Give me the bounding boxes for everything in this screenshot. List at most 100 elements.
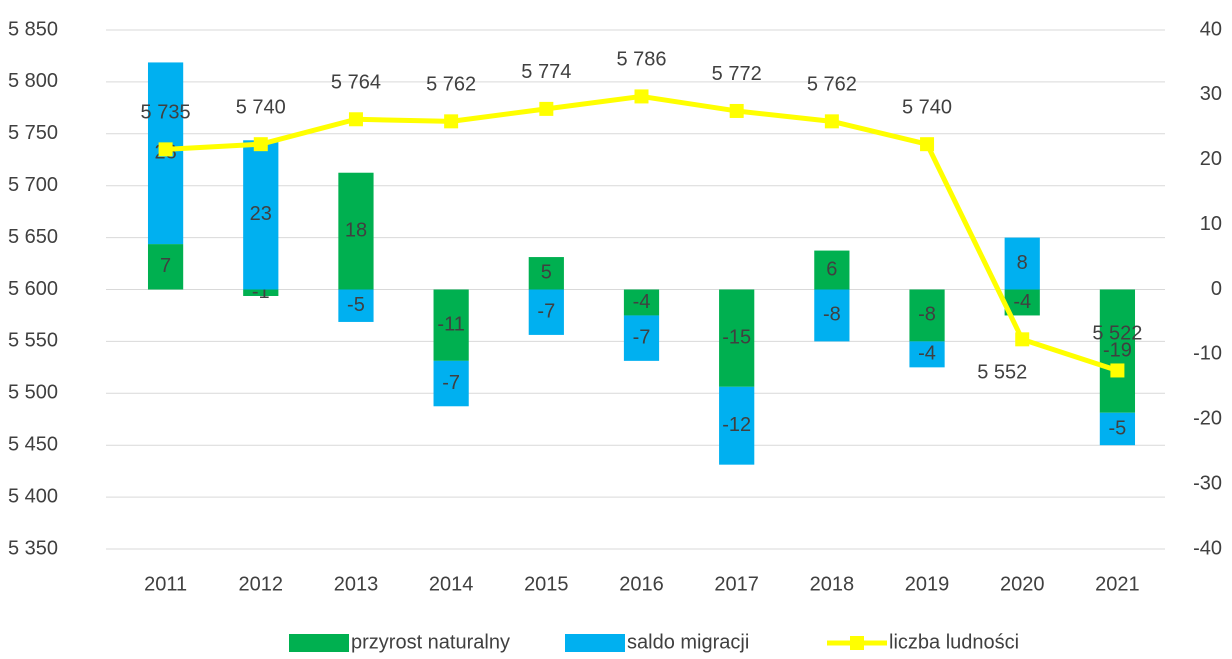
x-tick-label: 2021 — [1095, 573, 1140, 595]
bar — [719, 289, 755, 387]
y2-tick-label: -30 — [1193, 472, 1222, 494]
y-tick-label: 5 350 — [8, 537, 58, 559]
x-tick-label: 2016 — [619, 573, 664, 595]
line-value-label: 5 522 — [1092, 323, 1142, 345]
bar-value-label: -8 — [918, 304, 936, 326]
line-marker — [539, 101, 554, 116]
line-marker — [824, 114, 839, 129]
legend-label: przyrost naturalny — [351, 631, 510, 653]
bar-value-label: -5 — [347, 294, 365, 316]
line-marker — [920, 137, 935, 152]
x-tick-label: 2019 — [905, 573, 950, 595]
x-tick-label: 2015 — [524, 573, 569, 595]
bar — [528, 257, 564, 290]
x-tick-label: 2013 — [334, 573, 379, 595]
y2-tick-label: -10 — [1193, 343, 1222, 365]
bar-value-label: -7 — [537, 300, 555, 322]
bar — [814, 250, 850, 290]
y-tick-label: 5 700 — [8, 174, 58, 196]
y2-tick-label: 20 — [1200, 148, 1222, 170]
bar — [528, 289, 564, 335]
y2-tick-label: -40 — [1193, 537, 1222, 559]
legend-swatch — [289, 634, 349, 652]
bar — [433, 289, 469, 361]
bar-value-label: 8 — [1017, 252, 1028, 274]
legend-label: saldo migracji — [627, 631, 749, 653]
bar — [1099, 412, 1136, 446]
line-value-label: 5 552 — [977, 362, 1027, 384]
line-value-label: 5 740 — [902, 96, 952, 118]
y2-tick-label: 10 — [1200, 213, 1222, 235]
bar — [243, 140, 279, 290]
bar-value-label: -15 — [722, 326, 751, 348]
bar — [1099, 289, 1136, 413]
legend-swatch — [565, 634, 625, 652]
line-marker — [1015, 332, 1030, 347]
line-value-label: 5 772 — [712, 63, 762, 85]
bar — [433, 360, 469, 407]
y-tick-label: 5 500 — [8, 382, 58, 404]
bar-value-label: -4 — [1013, 291, 1031, 313]
bar-value-label: 6 — [826, 258, 837, 280]
legend-swatch — [850, 636, 864, 650]
bar — [243, 289, 279, 296]
line-marker — [444, 114, 459, 129]
bar-value-label: 7 — [160, 255, 171, 277]
x-tick-label: 2014 — [429, 573, 474, 595]
x-tick-label: 2020 — [1000, 573, 1045, 595]
line-value-label: 5 764 — [331, 72, 381, 94]
bar-value-label: -5 — [1109, 417, 1127, 439]
bar-value-label: 5 — [541, 262, 552, 284]
bar-value-label: -4 — [633, 291, 651, 313]
x-tick-label: 2012 — [239, 573, 284, 595]
bar — [623, 289, 660, 316]
line-value-label: 5 774 — [521, 61, 571, 83]
bar — [338, 289, 374, 322]
bar — [623, 315, 660, 361]
y-tick-label: 5 400 — [8, 485, 58, 507]
line-value-label: 5 786 — [616, 49, 666, 71]
line-marker — [158, 142, 173, 157]
legend-label: liczba ludności — [889, 631, 1019, 653]
bar — [719, 386, 755, 465]
bar — [909, 289, 945, 342]
bar — [338, 172, 374, 290]
bar-value-label: -11 — [437, 313, 464, 335]
y-tick-label: 5 450 — [8, 433, 58, 455]
line-value-label: 5 735 — [141, 102, 191, 124]
bar — [814, 289, 850, 342]
bar-value-label: 23 — [250, 203, 272, 225]
bar-value-label: -12 — [722, 414, 751, 436]
line-value-label: 5 762 — [426, 74, 476, 96]
line-value-label: 5 762 — [807, 74, 857, 96]
y-tick-label: 5 550 — [8, 330, 58, 352]
line-marker — [1110, 363, 1125, 378]
bar-value-label: -7 — [633, 326, 651, 348]
line-marker — [634, 89, 649, 104]
y2-tick-label: 40 — [1200, 18, 1222, 40]
y-tick-label: 5 650 — [8, 226, 58, 248]
y-tick-label: 5 750 — [8, 122, 58, 144]
y2-tick-label: 30 — [1200, 83, 1222, 105]
bar-value-label: -19 — [1103, 339, 1132, 361]
y-tick-label: 5 850 — [8, 18, 58, 40]
line-marker — [253, 137, 268, 152]
y-tick-label: 5 600 — [8, 278, 58, 300]
bar-value-label: -4 — [918, 343, 936, 365]
line-value-label: 5 740 — [236, 96, 286, 118]
line-marker — [348, 112, 363, 127]
bar-value-label: -8 — [823, 304, 841, 326]
x-tick-label: 2017 — [714, 573, 759, 595]
line-marker — [729, 103, 744, 118]
bar — [909, 341, 945, 368]
x-tick-label: 2011 — [144, 573, 187, 595]
bar — [1004, 237, 1040, 290]
bar — [147, 244, 184, 290]
x-tick-label: 2018 — [810, 573, 855, 595]
y2-tick-label: -20 — [1193, 408, 1222, 430]
y-tick-label: 5 800 — [8, 70, 58, 92]
bar-value-label: 18 — [345, 219, 367, 241]
bar-value-label: -7 — [442, 372, 460, 394]
y2-tick-label: 0 — [1211, 278, 1222, 300]
